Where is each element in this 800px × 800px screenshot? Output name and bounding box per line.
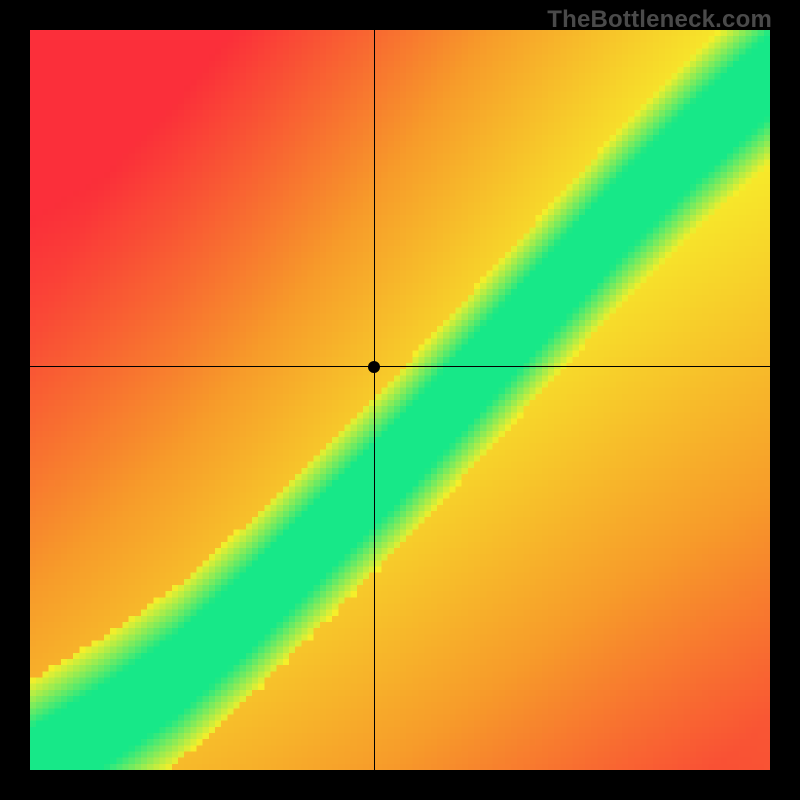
crosshair-vertical (374, 30, 375, 770)
intersection-marker (368, 361, 380, 373)
plot-area (30, 30, 770, 770)
heatmap-canvas (30, 30, 770, 770)
crosshair-horizontal (30, 366, 770, 367)
frame: TheBottleneck.com (0, 0, 800, 800)
